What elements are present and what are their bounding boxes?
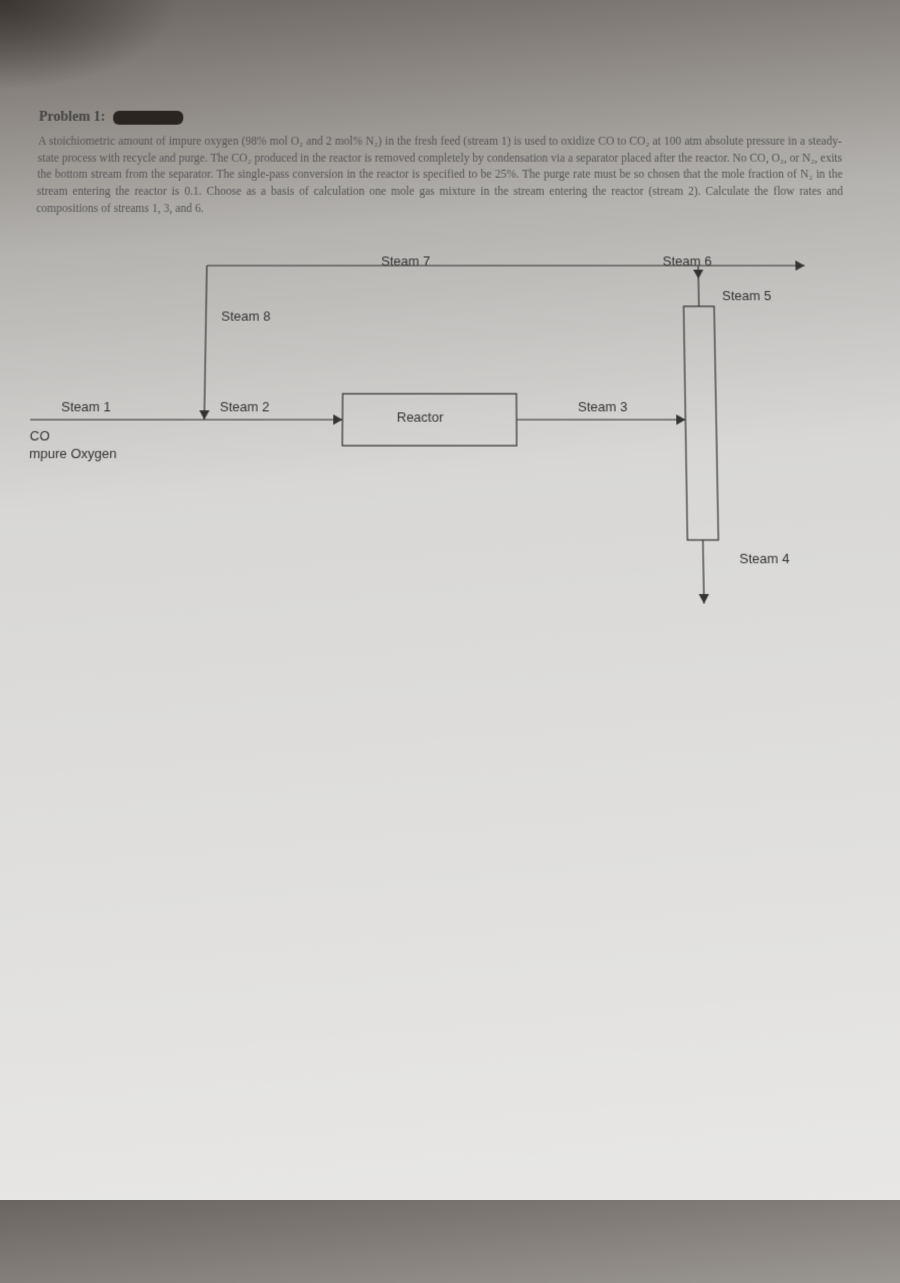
steam5-label: Steam 5: [722, 288, 771, 303]
separator-box: [684, 307, 719, 541]
steam2-label: Steam 2: [220, 399, 270, 415]
problem-header: Problem 1:: [39, 110, 862, 126]
steam4-label: Steam 4: [739, 551, 789, 567]
stream3-arrow: [676, 415, 685, 425]
stream8-arrow: [199, 411, 209, 420]
steam6-label: Steam 6: [663, 254, 712, 269]
steam7-label: Steam 7: [381, 254, 430, 269]
problem-statement: A stoichiometric amount of impure oxygen…: [36, 134, 864, 218]
flow-diagram: Steam 7 Steam 6 Steam 5 Steam 8 Steam 1 …: [23, 246, 877, 663]
stream2-arrow: [333, 415, 342, 425]
stream4-arrow: [699, 594, 710, 604]
stream5-arrow: [693, 270, 703, 279]
feed-co-label: CO: [29, 428, 49, 446]
redaction-mark: [113, 111, 183, 125]
problem-label: Problem 1:: [39, 110, 106, 126]
stream8-line: [204, 266, 207, 420]
steam3-label: Steam 3: [578, 399, 628, 415]
stream6-arrow: [795, 261, 804, 271]
steam8-label: Steam 8: [221, 309, 270, 324]
diagram-svg: [23, 246, 877, 663]
steam1-label: Steam 1: [61, 399, 111, 415]
reactor-label: Reactor: [397, 410, 444, 426]
feed-oxygen-label: mpure Oxygen: [29, 446, 117, 464]
